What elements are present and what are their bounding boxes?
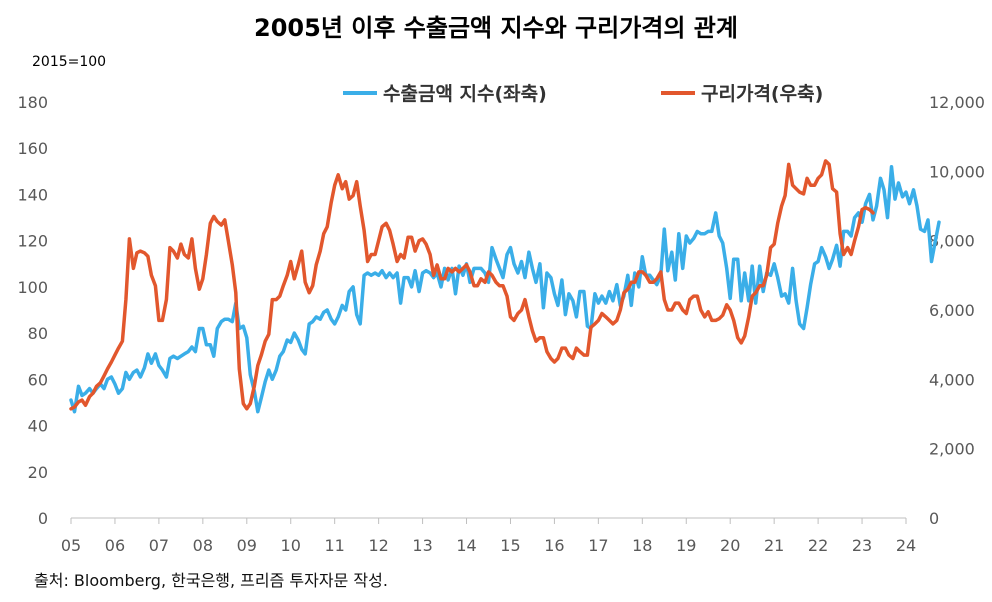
x-tick-label: 20 (720, 536, 740, 555)
x-tick-label: 16 (544, 536, 564, 555)
source-note: 출처: Bloomberg, 한국은행, 프리즘 투자자문 작성. (34, 571, 388, 590)
unit-label: 2015=100 (32, 54, 106, 70)
x-tick-label: 22 (808, 536, 828, 555)
y-right-tick-label: 10,000 (929, 162, 985, 181)
x-tick-label: 05 (61, 536, 81, 555)
y-left-tick-label: 0 (38, 509, 48, 528)
x-tick-label: 24 (896, 536, 916, 555)
y-left-tick-label: 40 (28, 417, 48, 436)
y-right-tick-label: 2,000 (929, 440, 975, 459)
y-right-tick-label: 8,000 (929, 232, 975, 251)
x-tick-label: 13 (412, 536, 432, 555)
x-tick-label: 11 (325, 536, 345, 555)
x-tick-label: 23 (852, 536, 872, 555)
x-axis: 05 06 07 08 09 10 11 12 13 14 15 16 17 18 19 20 21 22 23 24 (61, 517, 916, 555)
x-tick-label: 06 (105, 536, 125, 555)
x-tick-label: 08 (193, 536, 213, 555)
series-line-export (69, 164, 941, 414)
y-left-tick-label: 100 (17, 278, 48, 297)
y-left-tick-label: 120 (17, 232, 48, 251)
x-tick-label: 17 (588, 536, 608, 555)
x-tick-label: 12 (368, 536, 388, 555)
y-left-tick-label: 20 (28, 463, 48, 482)
series-line-copper (69, 159, 875, 411)
chart-title: 2005년 이후 수출금액 지수와 구리가격의 관계 (254, 14, 738, 42)
y-right-tick-label: 6,000 (929, 301, 975, 320)
legend-label-copper: 구리가격(우축) (701, 83, 823, 105)
y-right-axis: 0 2,000 4,000 6,000 8,000 10,000 12,000 (929, 93, 985, 528)
y-left-tick-label: 80 (28, 324, 48, 343)
legend-label-export: 수출금액 지수(좌축) (383, 83, 547, 105)
x-tick-label: 18 (632, 536, 652, 555)
y-left-tick-label: 140 (17, 185, 48, 204)
x-tick-label: 14 (456, 536, 476, 555)
y-left-axis: 0 20 40 60 80 100 120 140 160 180 (17, 93, 48, 528)
y-right-tick-label: 0 (929, 509, 939, 528)
legend: 수출금액 지수(좌축) 구리가격(우축) (343, 83, 823, 105)
y-left-tick-label: 160 (17, 139, 48, 158)
x-tick-label: 07 (149, 536, 169, 555)
y-right-tick-label: 4,000 (929, 370, 975, 389)
y-right-tick-label: 12,000 (929, 93, 985, 112)
x-tick-label: 19 (676, 536, 696, 555)
x-tick-label: 09 (237, 536, 257, 555)
x-tick-label: 10 (281, 536, 301, 555)
y-left-tick-label: 180 (17, 93, 48, 112)
x-tick-label: 21 (764, 536, 784, 555)
x-tick-label: 15 (500, 536, 520, 555)
y-left-tick-label: 60 (28, 370, 48, 389)
series-layer (69, 159, 941, 414)
